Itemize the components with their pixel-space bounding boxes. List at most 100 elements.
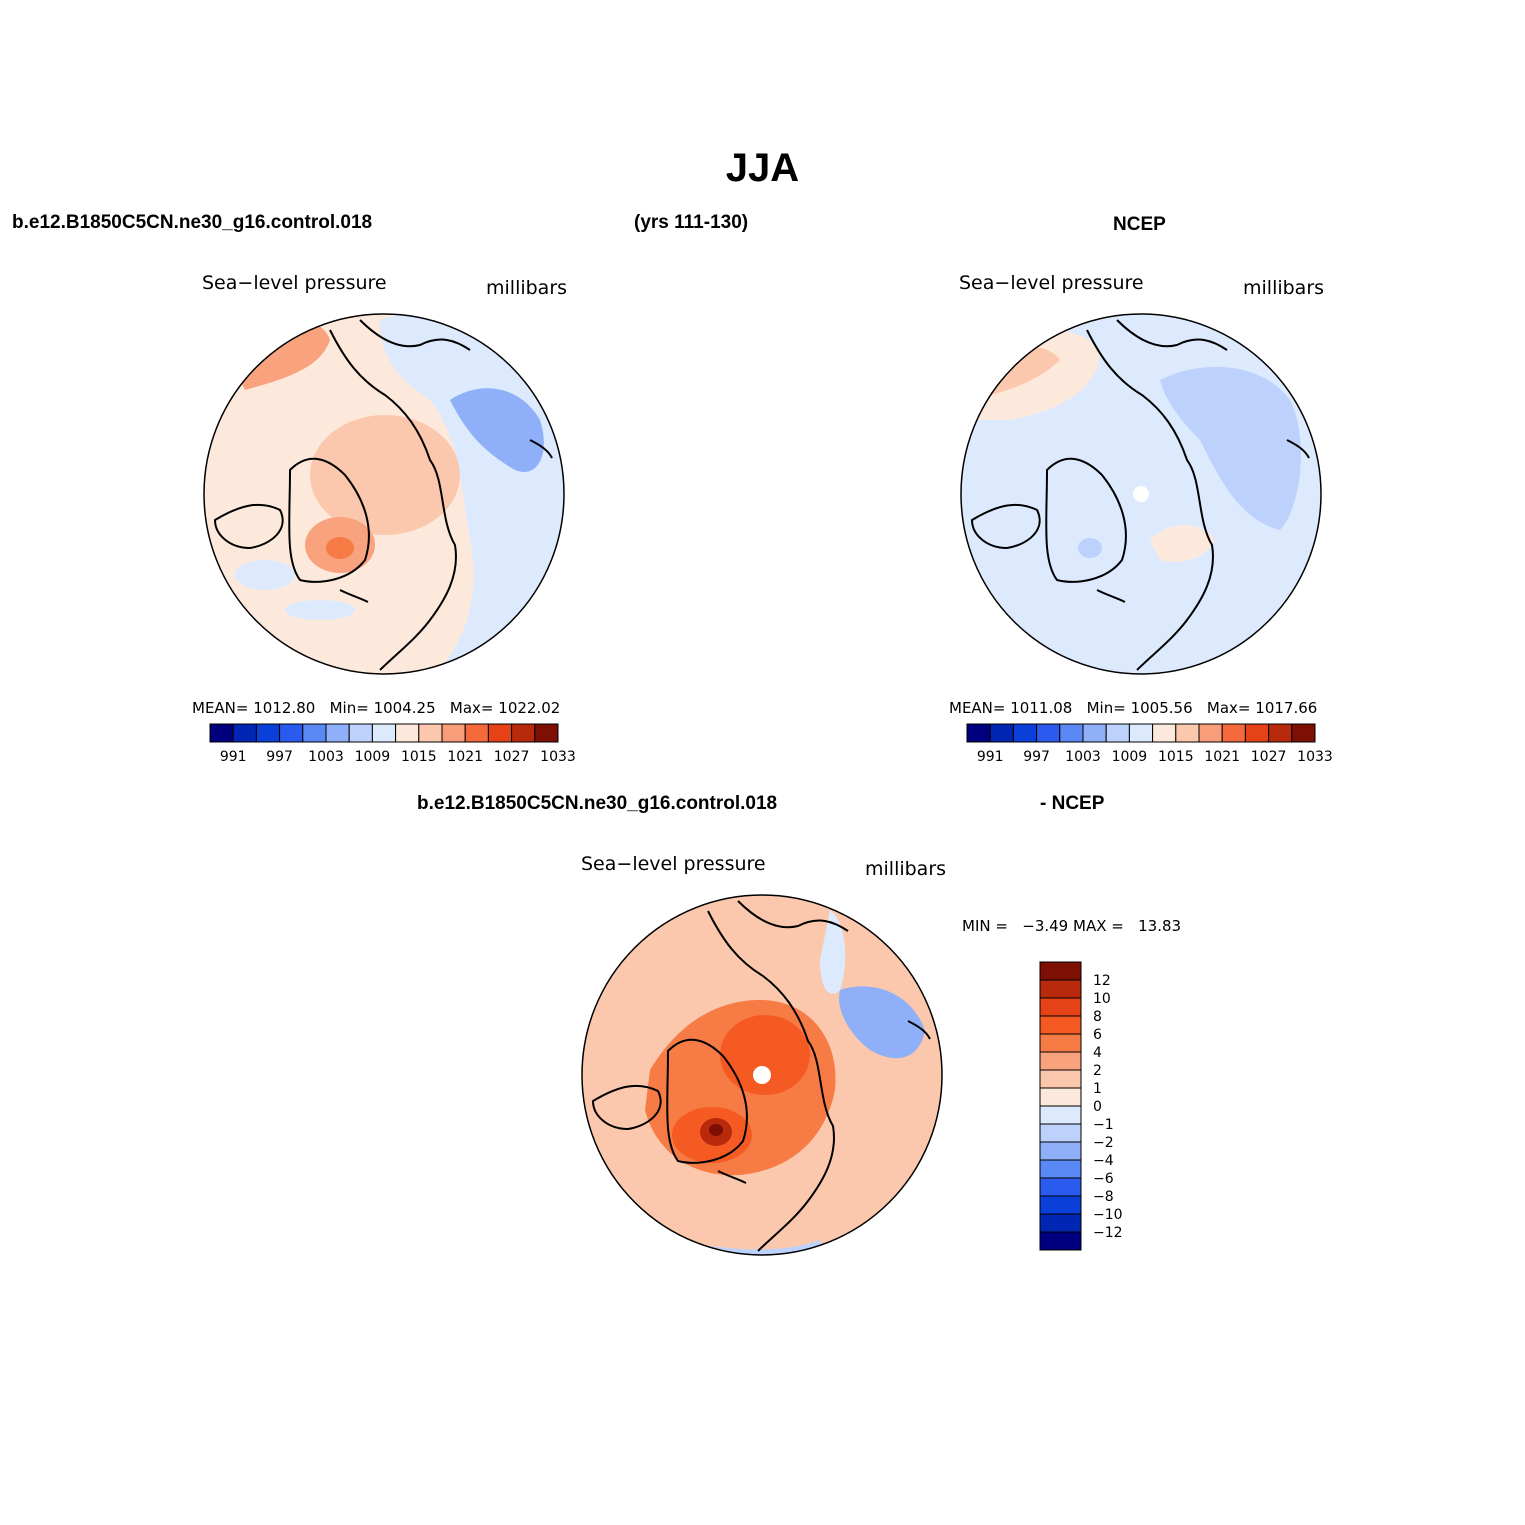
model-atlantic-low-2 (285, 600, 355, 620)
model-coastlines (213, 319, 553, 671)
diff-map (581, 894, 943, 1256)
figure-title: JJA (725, 146, 800, 190)
diff-max-value: 13.83 (1138, 917, 1182, 935)
obs-greenland-low (1078, 538, 1102, 558)
diff-colorbar-tick-label: −8 (1093, 1189, 1114, 1205)
obs-colorbar-tick-label: 1027 (1251, 749, 1287, 765)
obs-mean-label: MEAN= (949, 699, 1006, 717)
diff-positive-core (720, 1015, 810, 1095)
model-colorbar-box (418, 723, 443, 743)
obs-siberia-warm (1150, 525, 1215, 562)
diff-units-label: millibars (865, 858, 947, 880)
diff-colorbar-tick-label: −10 (1093, 1207, 1123, 1223)
obs-stats: MEAN= 1011.08 Min= 1005.56 Max= 1017.66 (949, 699, 1317, 717)
obs-colorbar-tick-label: 991 (977, 749, 1004, 765)
obs-pole-missing (1133, 486, 1149, 502)
model-min-value: 1004.25 (373, 699, 436, 717)
diff-colorbar-box (1039, 979, 1082, 999)
obs-colorbar-tick-label: 997 (1023, 749, 1050, 765)
obs-colorbar-box (1082, 723, 1107, 743)
obs-mean-value: 1011.08 (1010, 699, 1073, 717)
obs-colorbar-box (1221, 723, 1246, 743)
model-max-value: 1022.02 (498, 699, 561, 717)
diff-min-value: −3.49 (1022, 917, 1069, 935)
obs-min-label: Min= (1086, 699, 1126, 717)
years-label: (yrs 111-130) (634, 212, 749, 233)
obs-colorbar-box (1268, 723, 1293, 743)
obs-colorbar-box (1244, 723, 1270, 743)
model-colorbar-tick-label: 1015 (401, 749, 437, 765)
diff-colorbar-tick-label: 10 (1093, 991, 1111, 1007)
obs-colorbar: 991 997 1003 1009 1015 1021 1027 1033 (966, 723, 1333, 765)
diff-greenland-peak (709, 1124, 723, 1136)
diff-near-zero (820, 910, 846, 994)
diff-colorbar-box (1039, 1033, 1082, 1053)
diff-colorbar-box (1039, 1087, 1082, 1107)
diff-colorbar-box (1039, 1069, 1082, 1089)
obs-colorbar-tick-label: 1033 (1297, 749, 1333, 765)
obs-colorbar-box (1059, 723, 1084, 743)
model-mean-value: 1012.80 (253, 699, 316, 717)
obs-colorbar-tick-label: 1015 (1158, 749, 1194, 765)
diff-colorbar-box (1039, 1231, 1082, 1251)
model-colorbar-box (487, 723, 513, 743)
model-colorbar-box (302, 723, 327, 743)
diff-colorbar-tick-label: −1 (1093, 1117, 1114, 1133)
model-map (203, 313, 565, 675)
model-colorbar-box (511, 723, 536, 743)
obs-min-value: 1005.56 (1130, 699, 1193, 717)
diff-colorbar-tick-label: 0 (1093, 1099, 1102, 1115)
model-colorbar-tick-label: 1027 (494, 749, 530, 765)
obs-max-value: 1017.66 (1255, 699, 1318, 717)
model-colorbar-box (209, 723, 234, 743)
diff-colorbar-tick-label: −2 (1093, 1135, 1114, 1151)
model-greenland-core (326, 537, 354, 559)
diff-colorbar-tick-label: 1 (1093, 1081, 1102, 1097)
diff-colorbar-box (1039, 961, 1082, 981)
obs-low-region (1160, 366, 1301, 530)
model-colorbar-box (232, 723, 257, 743)
obs-variable-title: Sea−level pressure (959, 272, 1144, 294)
obs-colorbar-box (1036, 723, 1061, 743)
diff-colorbar-box (1039, 1213, 1082, 1233)
obs-label: NCEP (1113, 214, 1166, 235)
model-colorbar-box (348, 723, 373, 743)
diff-colorbar-box (1039, 1123, 1082, 1143)
diff-obs-label: - NCEP (1040, 793, 1105, 814)
model-colorbar: 991 997 1003 1009 1015 1021 1027 1033 (209, 723, 576, 765)
model-min-label: Min= (329, 699, 369, 717)
obs-colorbar-box (1012, 723, 1038, 743)
obs-coastlines (970, 319, 1310, 671)
obs-colorbar-tick-label: 1003 (1065, 749, 1101, 765)
diff-colorbar-box (1039, 1015, 1082, 1035)
obs-colorbar-box (1291, 723, 1316, 743)
model-colorbar-box (279, 723, 304, 743)
obs-colorbar-box (1198, 723, 1223, 743)
model-high-region (310, 415, 460, 535)
model-mean-label: MEAN= (192, 699, 249, 717)
diff-colorbar-tick-label: 4 (1093, 1045, 1102, 1061)
model-variable-title: Sea−level pressure (202, 272, 387, 294)
diff-pole-missing (753, 1066, 771, 1084)
model-colorbar-tick-label: 997 (266, 749, 293, 765)
model-colorbar-box (371, 723, 397, 743)
diff-coastlines (591, 900, 931, 1252)
model-low-core (450, 388, 544, 472)
diff-colorbar-tick-label: −12 (1093, 1225, 1123, 1241)
model-colorbar-tick-label: 1003 (308, 749, 344, 765)
diff-min-label: MIN = (962, 917, 1008, 935)
diff-colorbar-box (1039, 1159, 1082, 1179)
model-stats: MEAN= 1012.80 Min= 1004.25 Max= 1022.02 (192, 699, 560, 717)
obs-colorbar-box (1175, 723, 1200, 743)
diff-colorbar-box (1039, 997, 1082, 1017)
diff-case-label: b.e12.B1850C5CN.ne30_g16.control.018 (417, 793, 778, 814)
model-case-label: b.e12.B1850C5CN.ne30_g16.control.018 (12, 212, 373, 233)
model-colorbar-box (325, 723, 350, 743)
diff-variable-title: Sea−level pressure (581, 853, 766, 875)
model-colorbar-tick-label: 1033 (540, 749, 576, 765)
diff-colorbar-tick-label: −6 (1093, 1171, 1114, 1187)
model-colorbar-box (534, 723, 559, 743)
obs-max-label: Max= (1206, 699, 1251, 717)
obs-map-border (960, 313, 1322, 675)
